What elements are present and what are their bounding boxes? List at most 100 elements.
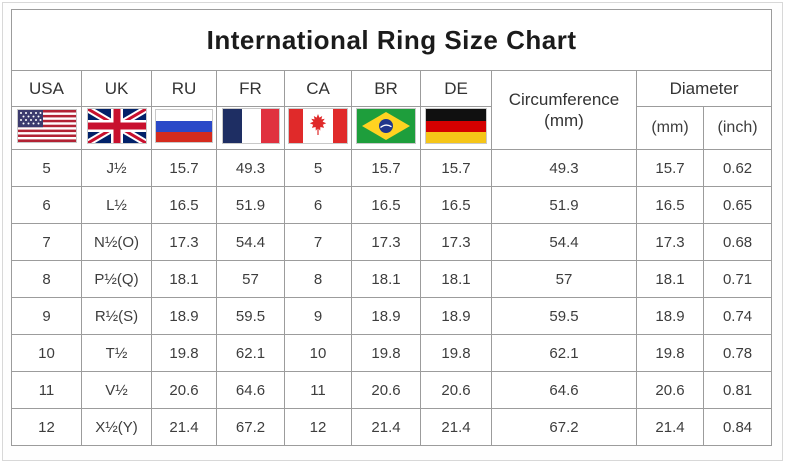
diameter-mm-header: (mm) <box>636 106 704 150</box>
table-cell: 62.1 <box>216 334 285 372</box>
col-header-uk: UK <box>81 70 152 107</box>
col-header-ru: RU <box>151 70 217 107</box>
table-cell: 18.1 <box>351 260 421 298</box>
table-cell: 15.7 <box>420 149 492 187</box>
circumference-unit: (mm) <box>544 111 584 130</box>
flag-cell-de <box>420 106 492 150</box>
table-cell: 18.9 <box>420 297 492 335</box>
title-row: International Ring Size Chart <box>10 9 773 71</box>
table-cell: 8 <box>284 260 352 298</box>
table-cell: 19.8 <box>420 334 492 372</box>
table-cell: 17.3 <box>151 223 217 261</box>
table-cell: 6 <box>284 186 352 224</box>
table-cell: 49.3 <box>491 149 637 187</box>
table-cell: 16.5 <box>151 186 217 224</box>
flag-cell-ru <box>151 106 217 150</box>
table-cell: 9 <box>284 297 352 335</box>
table-cell: 11 <box>11 371 82 409</box>
col-header-diameter: Diameter <box>635 70 773 107</box>
table-cell: 8 <box>11 260 82 298</box>
table-cell: 21.4 <box>636 408 704 446</box>
table-cell: 64.6 <box>216 371 285 409</box>
table-cell: 16.5 <box>636 186 704 224</box>
table-cell: 7 <box>284 223 352 261</box>
flag-row: (mm) (inch) <box>11 106 773 150</box>
table-cell: N½(O) <box>81 223 152 261</box>
table-cell: 15.7 <box>351 149 421 187</box>
table-cell: 15.7 <box>636 149 704 187</box>
table-cell: X½(Y) <box>81 408 152 446</box>
table-cell: R½(S) <box>81 297 152 335</box>
table-cell: 57 <box>491 260 637 298</box>
table-cell: P½(Q) <box>81 260 152 298</box>
column-header-row: USA UK RU FR CA BR DE Circumference (mm)… <box>11 70 773 150</box>
table-cell: 18.9 <box>351 297 421 335</box>
table-cell: 54.4 <box>491 223 637 261</box>
table-cell: 0.65 <box>702 186 773 224</box>
table-cell: 16.5 <box>420 186 492 224</box>
brazil-flag-icon <box>356 107 416 144</box>
table-cell: 0.71 <box>702 260 773 298</box>
table-cell: 5 <box>284 149 352 187</box>
table-cell: T½ <box>81 334 152 372</box>
table-cell: 0.62 <box>702 149 773 187</box>
usa-flag-icon <box>16 108 77 143</box>
table-cell: 18.9 <box>636 297 704 335</box>
col-header-usa: USA <box>11 70 82 107</box>
table-cell: 12 <box>284 408 352 446</box>
ring-size-chart: International Ring Size Chart USA UK RU … <box>10 9 773 446</box>
table-cell: 54.4 <box>216 223 285 261</box>
table-cell: J½ <box>81 149 152 187</box>
chart-title: International Ring Size Chart <box>10 9 773 71</box>
table-cell: 15.7 <box>151 149 217 187</box>
table-cell: 62.1 <box>491 334 637 372</box>
flag-cell-fr <box>216 106 285 150</box>
table-row: 10 T½ 19.8 62.1 10 19.8 19.8 62.1 19.8 0… <box>11 334 773 372</box>
table-cell: 0.68 <box>702 223 773 261</box>
table-cell: 67.2 <box>216 408 285 446</box>
table-cell: L½ <box>81 186 152 224</box>
table-cell: 5 <box>11 149 82 187</box>
table-row: 5 J½ 15.7 49.3 5 15.7 15.7 49.3 15.7 0.6… <box>11 149 773 187</box>
table-cell: 20.6 <box>351 371 421 409</box>
table-cell: 67.2 <box>491 408 637 446</box>
flag-cell-uk <box>81 106 152 150</box>
table-cell: 57 <box>216 260 285 298</box>
table-cell: 9 <box>11 297 82 335</box>
table-cell: 21.4 <box>420 408 492 446</box>
table-cell: 18.1 <box>420 260 492 298</box>
table-cell: 17.3 <box>420 223 492 261</box>
uk-flag-icon <box>86 107 147 144</box>
table-cell: 19.8 <box>636 334 704 372</box>
table-cell: 0.81 <box>702 371 773 409</box>
table-row: 7 N½(O) 17.3 54.4 7 17.3 17.3 54.4 17.3 … <box>11 223 773 261</box>
table-cell: 10 <box>11 334 82 372</box>
table-cell: 20.6 <box>151 371 217 409</box>
table-cell: V½ <box>81 371 152 409</box>
table-cell: 59.5 <box>216 297 285 335</box>
table-cell: 19.8 <box>351 334 421 372</box>
flag-cell-ca <box>284 106 352 150</box>
table-cell: 59.5 <box>491 297 637 335</box>
table-cell: 7 <box>11 223 82 261</box>
table-cell: 21.4 <box>351 408 421 446</box>
table-cell: 51.9 <box>216 186 285 224</box>
germany-flag-icon <box>425 107 487 144</box>
col-header-fr: FR <box>216 70 285 107</box>
table-cell: 6 <box>11 186 82 224</box>
table-row: 6 L½ 16.5 51.9 6 16.5 16.5 51.9 16.5 0.6… <box>11 186 773 224</box>
table-cell: 16.5 <box>351 186 421 224</box>
table-row: 8 P½(Q) 18.1 57 8 18.1 18.1 57 18.1 0.71 <box>11 260 773 298</box>
russia-flag-icon <box>155 108 213 143</box>
col-header-ca: CA <box>284 70 352 107</box>
table-cell: 0.74 <box>702 297 773 335</box>
table-cell: 12 <box>11 408 82 446</box>
table-row: 12 X½(Y) 21.4 67.2 12 21.4 21.4 67.2 21.… <box>11 408 773 446</box>
diameter-inch-header: (inch) <box>702 106 773 150</box>
table-cell: 49.3 <box>216 149 285 187</box>
table-cell: 20.6 <box>420 371 492 409</box>
table-cell: 21.4 <box>151 408 217 446</box>
table-cell: 0.78 <box>702 334 773 372</box>
table-row: 11 V½ 20.6 64.6 11 20.6 20.6 64.6 20.6 0… <box>11 371 773 409</box>
table-cell: 17.3 <box>351 223 421 261</box>
